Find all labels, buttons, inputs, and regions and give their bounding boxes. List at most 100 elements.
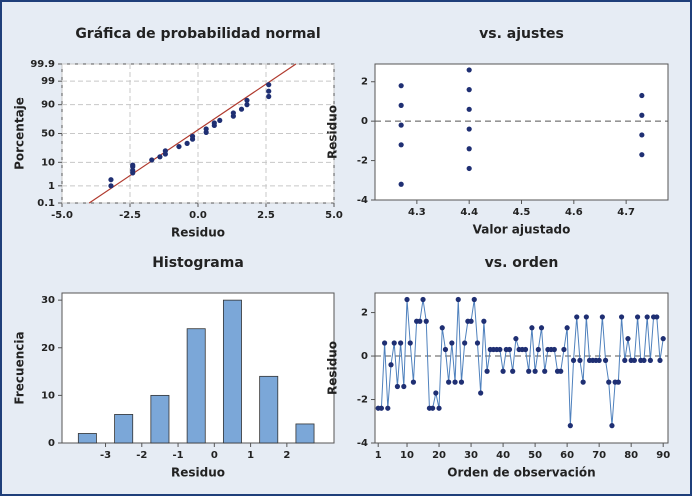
data-point (266, 82, 272, 88)
data-point (394, 383, 401, 390)
x-tick-label: 50 (528, 450, 542, 461)
y-tick-label: -2 (357, 156, 368, 167)
x-tick-label: 1 (247, 450, 254, 461)
data-point (647, 357, 653, 363)
data-point (542, 368, 548, 374)
data-point (398, 340, 404, 346)
data-point (506, 346, 513, 353)
data-point (639, 132, 645, 138)
data-point (184, 140, 190, 146)
data-point (654, 314, 660, 320)
data-point (458, 379, 465, 385)
data-point (510, 368, 516, 374)
data-point (466, 67, 472, 73)
data-point (481, 318, 487, 324)
data-point (641, 357, 647, 363)
data-point (478, 390, 484, 396)
data-point (558, 368, 564, 374)
data-point (398, 142, 404, 148)
data-point (420, 296, 426, 303)
x-tick-label: 60 (560, 450, 574, 461)
data-point (130, 162, 136, 168)
data-point (382, 340, 388, 346)
data-point (436, 405, 442, 411)
y-tick-label: 2 (361, 308, 368, 319)
data-point (398, 181, 404, 187)
x-tick-label: 30 (464, 450, 478, 461)
bar (222, 299, 242, 444)
data-point (567, 423, 573, 429)
data-point (449, 340, 455, 346)
x-tick-label: 40 (496, 450, 510, 461)
data-point (526, 368, 532, 374)
data-point (407, 340, 413, 346)
data-point (442, 346, 449, 353)
data-point (634, 314, 641, 320)
data-point (631, 357, 637, 363)
x-tick-label: 4.3 (408, 207, 426, 218)
y-tick-label: -4 (357, 195, 368, 206)
data-point (217, 117, 223, 124)
data-point (577, 357, 583, 363)
x-tick-label: -5.0 (51, 210, 73, 221)
bar (150, 394, 170, 444)
y-tick-label: 2 (361, 77, 368, 88)
y-tick-label: 99.9 (30, 59, 55, 70)
chart-title: vs. ajustes (479, 26, 564, 42)
y-tick-label: 0 (48, 438, 55, 449)
data-point (430, 405, 436, 411)
data-point (580, 379, 586, 385)
data-point (561, 346, 567, 353)
data-point (639, 152, 645, 158)
data-point (266, 93, 272, 100)
data-point (609, 423, 615, 429)
data-point (466, 87, 472, 93)
x-tick-label: 2.5 (257, 210, 275, 221)
data-point (660, 336, 666, 342)
x-tick-label: 4.5 (513, 207, 531, 218)
bar (186, 328, 206, 444)
data-point (644, 314, 650, 320)
data-point (108, 177, 114, 183)
data-point (529, 325, 535, 331)
bar (259, 375, 279, 444)
plot-area (374, 292, 669, 444)
data-point (401, 383, 407, 390)
data-point (622, 357, 628, 363)
x-tick-label: 4.4 (460, 207, 478, 218)
x-tick-label: 4.6 (565, 207, 583, 218)
data-point (439, 325, 445, 331)
x-tick-label: -3 (100, 450, 111, 461)
x-axis-label: Valor ajustado (473, 223, 571, 237)
data-point (417, 318, 423, 324)
fit-line (88, 63, 297, 204)
data-point (176, 143, 182, 150)
data-point (551, 346, 557, 353)
data-point (462, 340, 468, 346)
x-axis-label: Residuo (171, 466, 225, 480)
chart-title: Gráfica de probabilidad normal (75, 26, 320, 42)
data-point (583, 314, 589, 320)
x-tick-label: 70 (592, 450, 606, 461)
y-tick-label: 10 (41, 157, 55, 168)
x-tick-label: 2 (283, 450, 290, 461)
y-tick-label: 10 (41, 390, 55, 401)
data-point (466, 126, 472, 132)
x-tick-label: -2.5 (119, 210, 141, 221)
data-point (189, 133, 196, 139)
data-point (378, 405, 385, 411)
data-point (574, 314, 580, 320)
y-tick-label: 0 (361, 351, 368, 362)
x-tick-label: 20 (432, 450, 446, 461)
data-point (391, 340, 397, 346)
data-point (244, 102, 250, 108)
chart-title: vs. orden (485, 255, 559, 271)
y-axis-label: Porcentaje (13, 97, 27, 170)
chart-title: Histograma (152, 255, 244, 271)
y-tick-label: 30 (41, 295, 55, 306)
y-axis-label: Residuo (326, 341, 340, 395)
bar (77, 433, 97, 444)
data-point (625, 336, 631, 342)
data-point (446, 379, 452, 385)
